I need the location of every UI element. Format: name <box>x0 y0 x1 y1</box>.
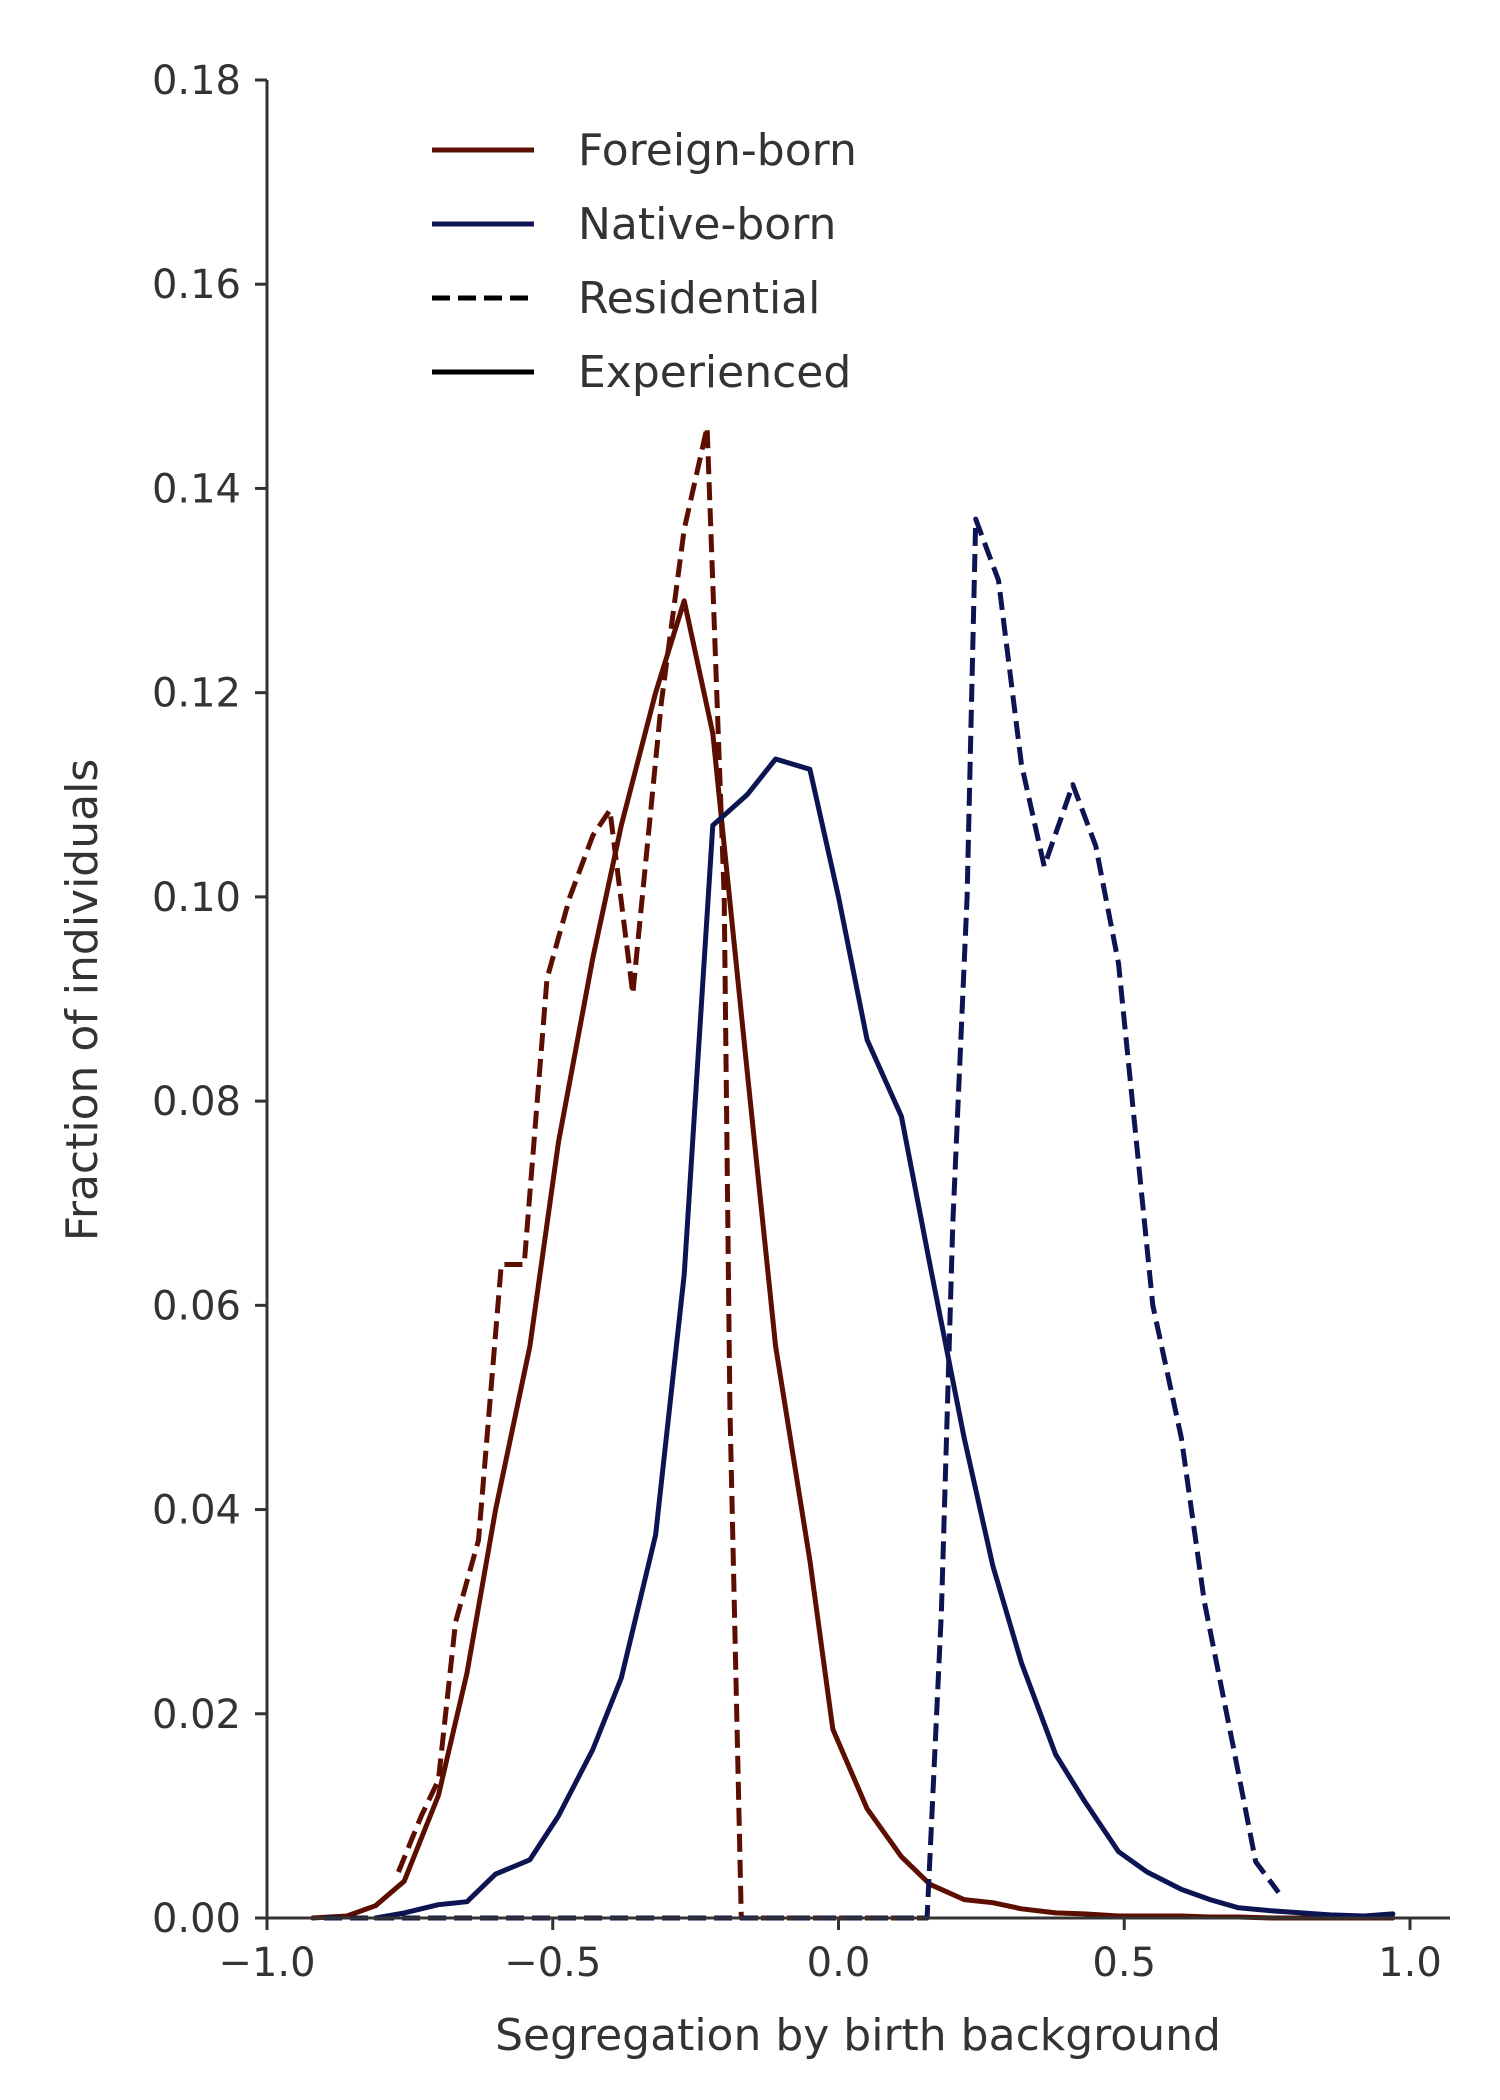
series-line-foreign-born-experienced <box>310 598 1396 1921</box>
x-tick-label: 0.0 <box>807 1940 871 1986</box>
y-tick-label: 0.16 <box>152 262 241 308</box>
series-line-native-born-experienced <box>373 756 1396 1921</box>
x-tick-label: 0.5 <box>1092 1940 1156 1986</box>
y-tick-label: 0.08 <box>152 1079 241 1125</box>
x-axis-label: Segregation by birth background <box>495 2010 1221 2061</box>
legend-label-residential: Residential <box>578 273 820 324</box>
y-tick-label: 0.18 <box>152 58 241 104</box>
series-line-foreign-born-residential <box>396 424 925 1921</box>
y-tick-label: 0.10 <box>152 875 241 921</box>
y-tick-label: 0.04 <box>152 1488 241 1534</box>
legend-label-foreign-born: Foreign-born <box>578 125 857 176</box>
y-tick-label: 0.00 <box>152 1896 241 1942</box>
y-tick-label: 0.14 <box>152 466 241 512</box>
x-tick-label: 1.0 <box>1378 1940 1442 1986</box>
y-tick-label: 0.02 <box>152 1692 241 1738</box>
plot-area <box>310 424 1396 1921</box>
y-axis-label: Fraction of individuals <box>57 759 108 1241</box>
x-tick-label: −1.0 <box>218 1940 315 1986</box>
legend-label-experienced: Experienced <box>578 347 851 398</box>
y-tick-label: 0.06 <box>152 1283 241 1329</box>
legend-label-native-born: Native-born <box>578 199 836 250</box>
y-tick-label: 0.12 <box>152 671 241 717</box>
series-line-native-born-residential <box>324 516 1281 1921</box>
axes <box>265 80 1450 1920</box>
x-tick-label: −0.5 <box>504 1940 601 1986</box>
legend: Foreign-born Native-born Residential Experi… <box>432 125 857 398</box>
ticks: −1.0 −0.5 0.0 0.5 1.0 0.00 0.02 0.04 0.06 0.08 0.1… <box>152 58 1442 1986</box>
